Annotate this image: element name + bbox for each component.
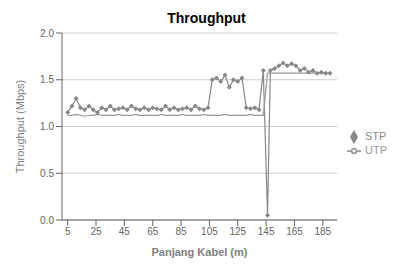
svg-text:1.5: 1.5 — [40, 74, 54, 85]
svg-text:145: 145 — [258, 226, 275, 237]
svg-text:45: 45 — [119, 226, 131, 237]
svg-text:165: 165 — [286, 226, 303, 237]
svg-text:1.0: 1.0 — [40, 121, 54, 132]
svg-text:125: 125 — [229, 226, 246, 237]
svg-text:105: 105 — [201, 226, 218, 237]
svg-text:Throughput (Mbps): Throughput (Mbps) — [14, 80, 26, 174]
html-text:Throughput: Throughput — [167, 10, 246, 26]
svg-text:Panjang Kabel (m): Panjang Kabel (m) — [152, 246, 248, 258]
svg-text:0.5: 0.5 — [40, 168, 54, 179]
html-text:UTP: UTP — [365, 144, 387, 156]
svg-text:2.0: 2.0 — [40, 28, 54, 39]
svg-text:0.0: 0.0 — [40, 215, 54, 226]
html-text:STP: STP — [365, 129, 387, 142]
svg-text:25: 25 — [90, 226, 102, 237]
svg-text:65: 65 — [147, 226, 159, 237]
svg-text:85: 85 — [176, 226, 188, 237]
svg-text:5: 5 — [65, 226, 71, 237]
svg-text:185: 185 — [314, 226, 331, 237]
